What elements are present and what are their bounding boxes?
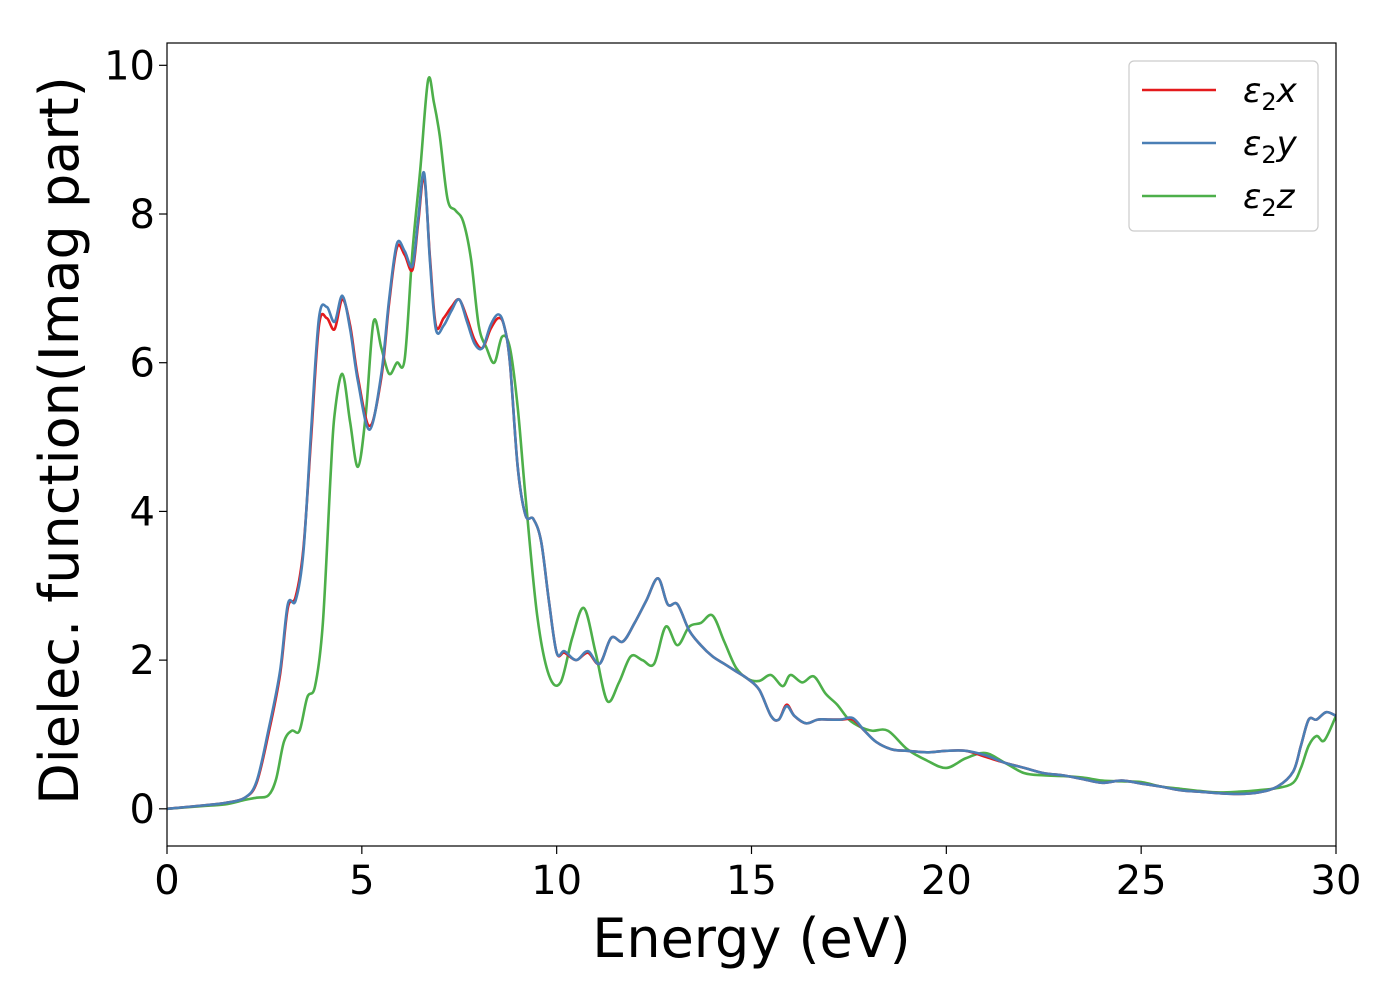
x-axis-label: Energy (eV)	[592, 907, 911, 970]
x-tick-label: 30	[1311, 858, 1362, 904]
y-tick-label: 0	[130, 787, 155, 833]
legend-box	[1128, 60, 1319, 232]
legend-label-z: ε2z	[1243, 177, 1296, 222]
series-layer	[167, 76, 1336, 811]
legend-label-y: ε2y	[1243, 124, 1298, 169]
x-tick-label: 15	[726, 858, 777, 904]
x-tick-label: 0	[154, 858, 179, 904]
x-tick-label: 25	[1116, 858, 1167, 904]
legend: ε2x ε2y ε2z	[1128, 60, 1319, 232]
legend-label-x: ε2x	[1243, 71, 1298, 116]
y-tick-label: 10	[104, 43, 155, 89]
y-axis-ticks: 0 2 4 6 8 10	[104, 43, 167, 833]
y-axis-label: Dielec. function(Imag part)	[28, 76, 91, 805]
y-tick-label: 6	[130, 341, 155, 387]
x-tick-label: 20	[921, 858, 972, 904]
y-tick-label: 2	[130, 638, 155, 684]
y-tick-label: 4	[130, 489, 155, 535]
y-tick-label: 8	[130, 192, 155, 238]
x-tick-label: 10	[531, 858, 582, 904]
series-line-y	[167, 170, 1336, 811]
x-axis-ticks: 0 5 10 15 20 25 30	[154, 846, 1361, 904]
x-tick-label: 5	[349, 858, 374, 904]
